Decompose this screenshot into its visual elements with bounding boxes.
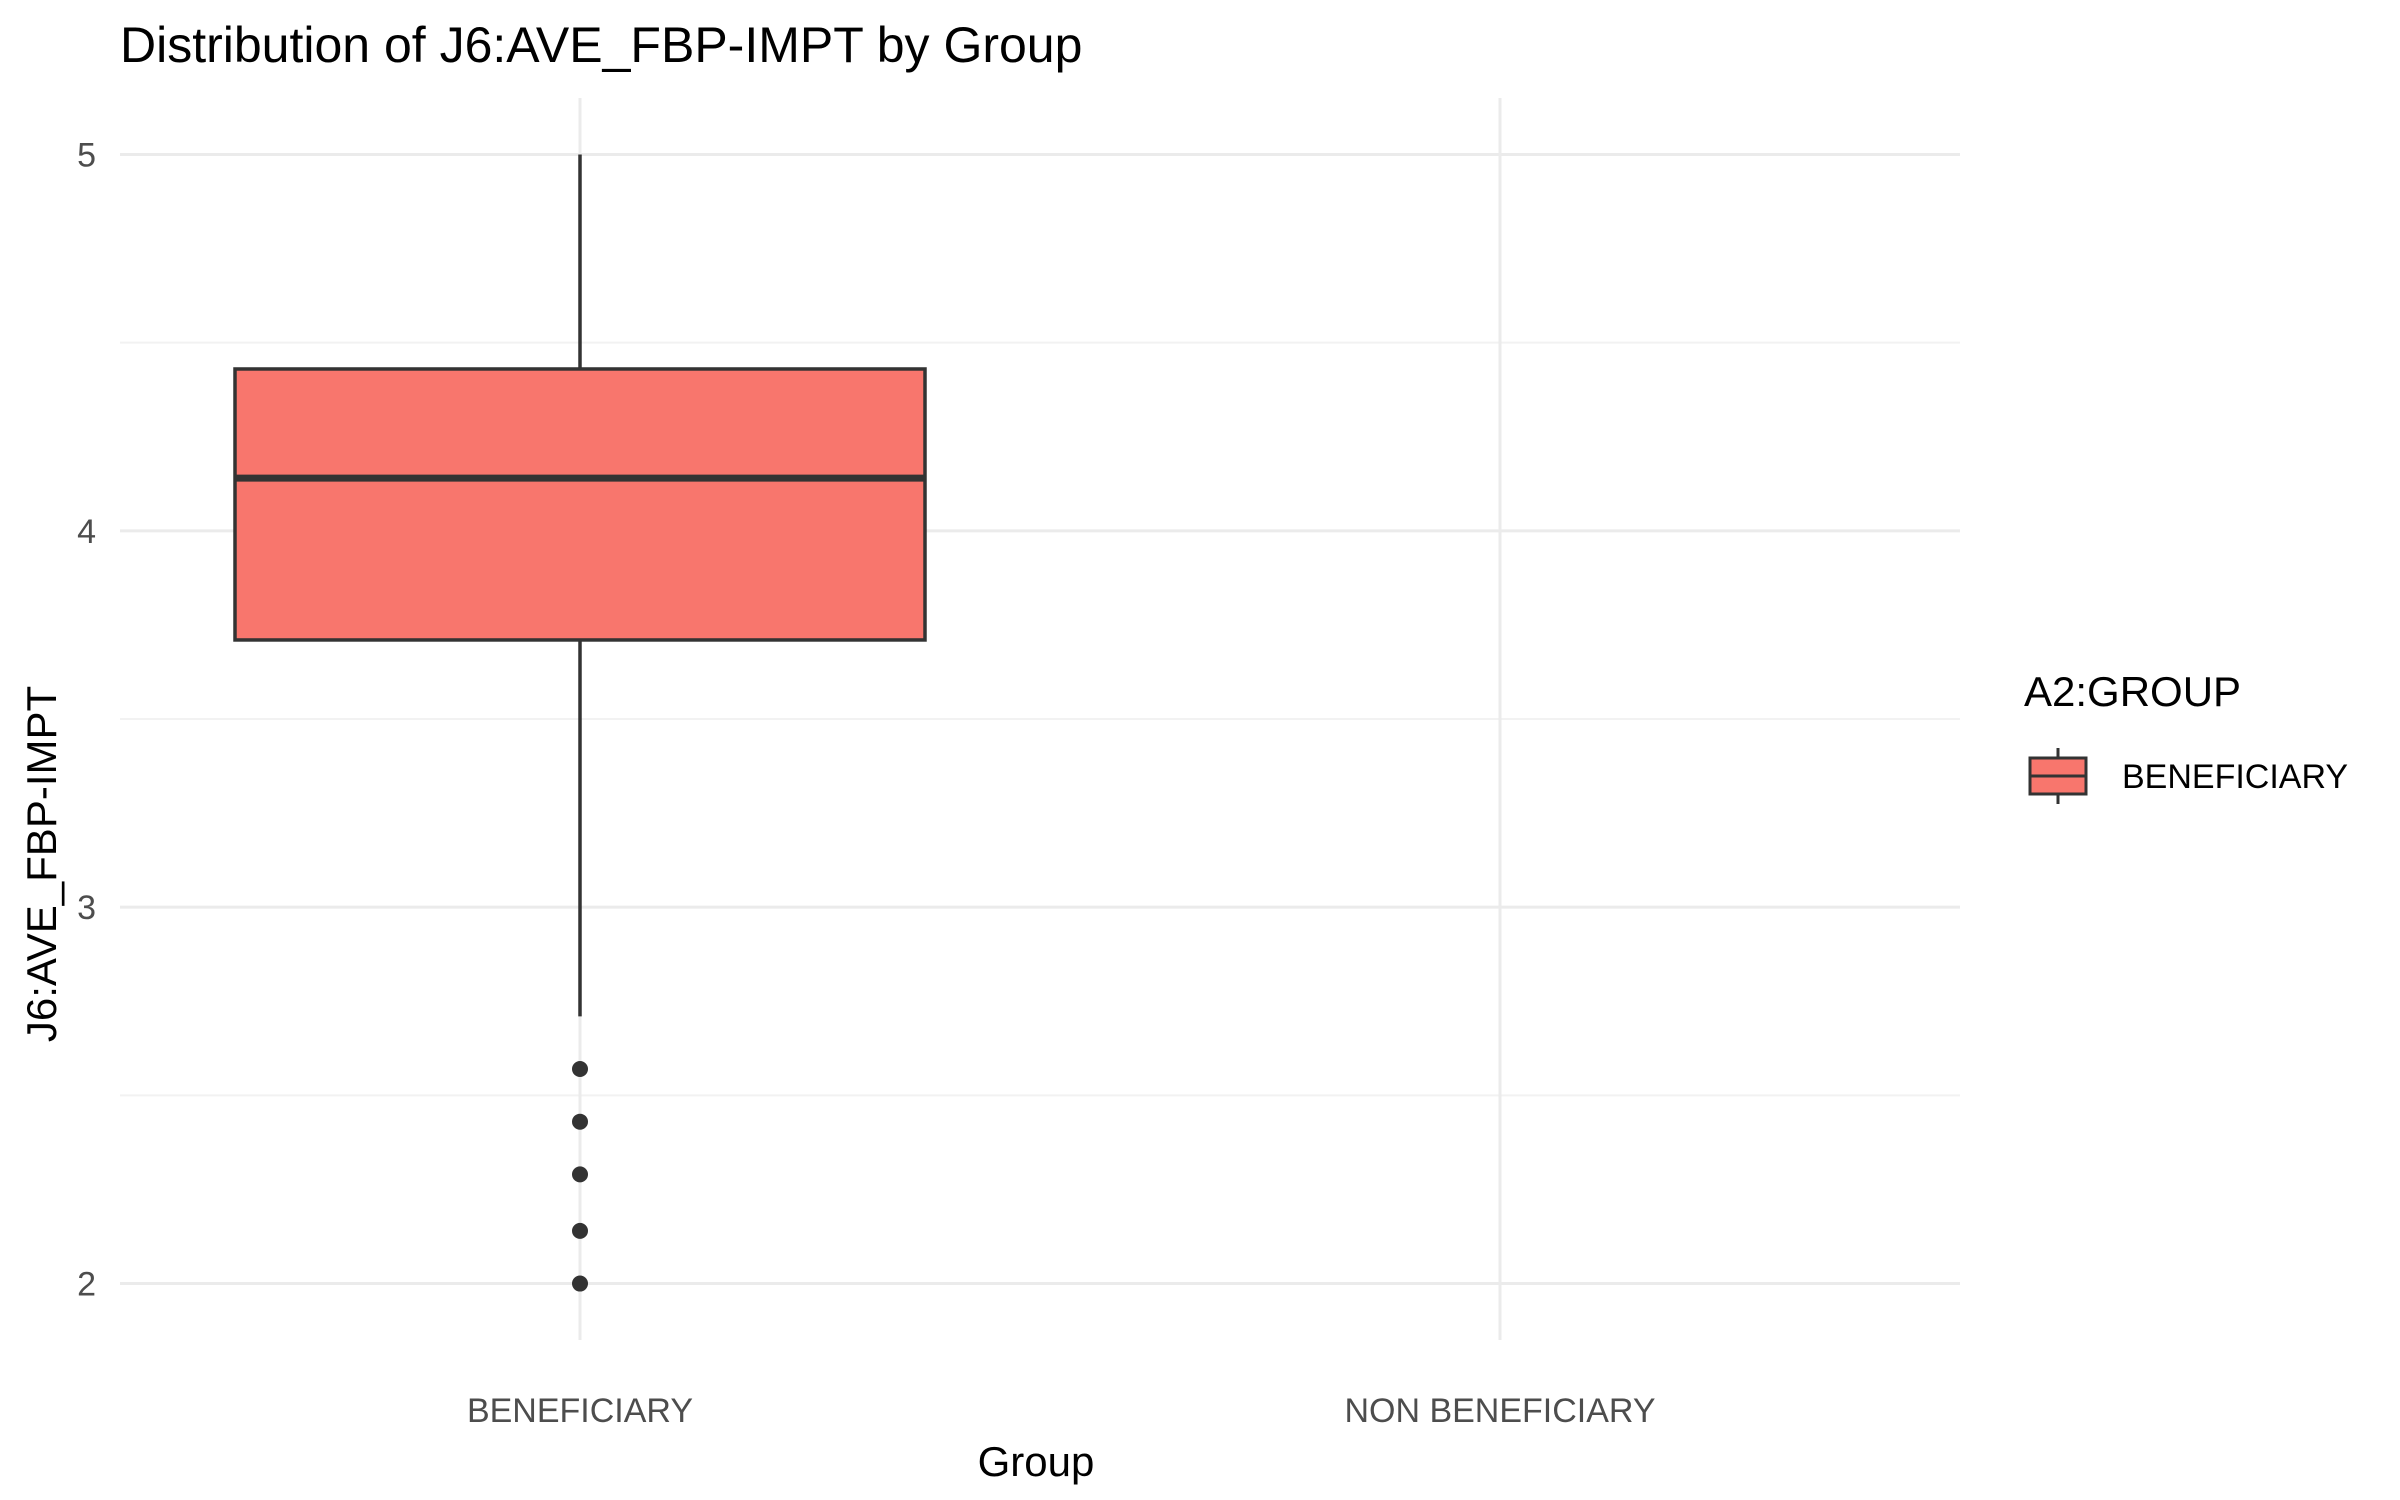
legend-key: BENEFICIARY <box>2028 748 2348 804</box>
y-tick-label: 4 <box>77 513 96 551</box>
x-tick-label: NON BENEFICIARY <box>1344 1392 1655 1430</box>
outlier-point <box>572 1166 588 1183</box>
outlier-point <box>572 1275 588 1292</box>
outlier-point <box>572 1222 588 1239</box>
outlier-point <box>572 1061 588 1078</box>
legend-entries: BENEFICIARY <box>2028 748 2348 804</box>
legend-label: BENEFICIARY <box>2122 758 2348 796</box>
y-tick-label: 5 <box>77 136 96 174</box>
legend: A2:GROUP BENEFICIARY <box>2024 668 2348 804</box>
x-axis-ticks: BENEFICIARY NON BENEFICIARY <box>467 1392 1656 1430</box>
chart-title: Distribution of J6:AVE_FBP-IMPT by Group <box>120 17 1082 73</box>
legend-title: A2:GROUP <box>2024 668 2241 715</box>
y-axis-title: J6:AVE_FBP-IMPT <box>18 686 65 1042</box>
y-axis-ticks: 2 3 4 5 <box>77 136 96 1303</box>
gridlines <box>120 98 1960 1340</box>
box-beneficiary <box>233 154 927 1292</box>
box-iqr <box>233 367 927 642</box>
x-axis-title: Group <box>978 1438 1095 1485</box>
x-tick-label: BENEFICIARY <box>467 1392 693 1430</box>
y-tick-label: 3 <box>77 889 96 927</box>
y-tick-label: 2 <box>77 1266 96 1304</box>
outlier-point <box>572 1113 588 1130</box>
boxes <box>233 154 927 1292</box>
